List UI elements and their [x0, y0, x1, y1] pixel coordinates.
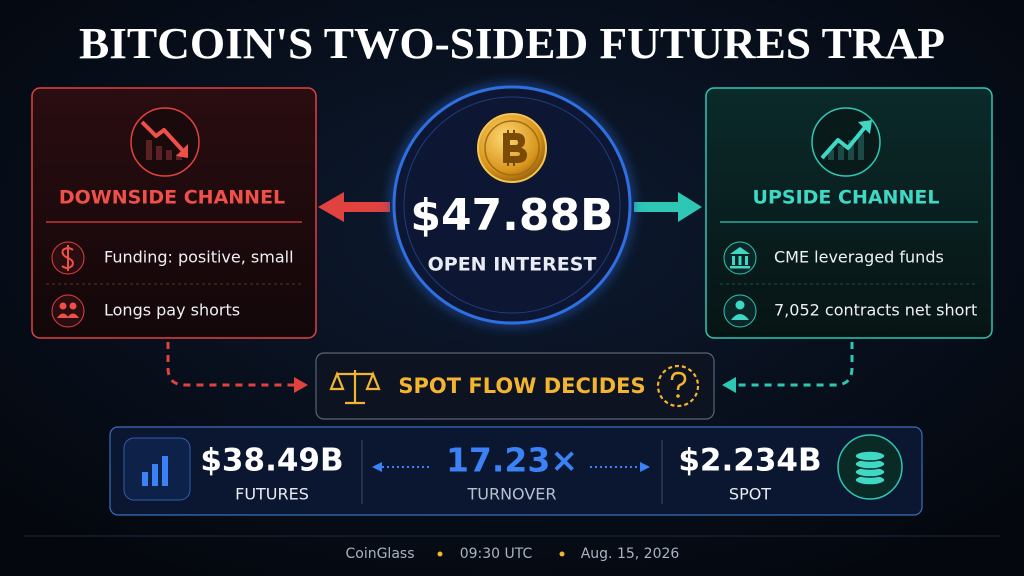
decision-box: SPOT FLOW DECIDES	[315, 352, 715, 420]
icon-ring	[811, 107, 881, 177]
item-text: CME leveraged funds	[774, 248, 944, 267]
question-dot	[676, 394, 680, 398]
footer-source: CoinGlass	[345, 546, 414, 562]
panel-title: UPSIDE CHANNEL	[753, 187, 940, 209]
metric-label: FUTURES	[235, 485, 309, 504]
decision-text: SPOT FLOW DECIDES	[398, 374, 645, 398]
coins-glyph	[854, 450, 886, 486]
oi-label: OPEN INTEREST	[428, 254, 597, 276]
right-arrow	[634, 192, 702, 222]
metric-value: $2.234B	[678, 443, 821, 479]
item-text: Funding: positive, small	[104, 248, 294, 267]
metric-label: SPOT	[729, 485, 771, 504]
footer-time: 09:30 UTC	[460, 546, 533, 562]
arrow-head	[372, 462, 382, 472]
item-text: Longs pay shorts	[104, 301, 240, 320]
metrics-panel: $38.49B FUTURES 17.23× TURNOVER $2.234B …	[109, 426, 923, 516]
panel-title: DOWNSIDE CHANNEL	[59, 187, 285, 209]
dollar-glyph	[61, 245, 74, 271]
person-icon	[723, 294, 757, 328]
question-icon	[656, 364, 700, 408]
footer-date: Aug. 15, 2026	[581, 546, 680, 562]
bank-glyph	[730, 247, 750, 269]
hub-ring	[392, 85, 632, 325]
people-icon	[51, 294, 85, 328]
connector-head	[722, 377, 736, 393]
title: BITCOIN'S TWO-SIDED FUTURES TRAP	[79, 19, 945, 68]
item-text: 7,052 contracts net short	[774, 301, 977, 320]
metrics-frame	[109, 426, 923, 516]
up-chart-icon	[820, 120, 872, 160]
panel-frame	[31, 87, 317, 339]
person-glyph	[731, 300, 749, 320]
open-interest-hub: $47.88B OPEN INTEREST	[392, 85, 632, 325]
arrow-head	[640, 462, 650, 472]
left-arrow	[318, 192, 390, 222]
connector-head	[294, 377, 308, 393]
panel-frame	[705, 87, 993, 339]
metric-label: TURNOVER	[466, 485, 556, 504]
upside-connector	[734, 342, 854, 387]
footer-dot	[437, 551, 443, 557]
bitcoin-glyph	[503, 130, 528, 166]
down-chart-icon	[140, 120, 188, 160]
metric-value: 17.23×	[446, 441, 578, 480]
upside-panel: UPSIDE CHANNEL CME leveraged funds 7,052…	[705, 87, 993, 339]
bars-glyph	[142, 456, 168, 486]
question-glyph	[670, 371, 687, 391]
people-glyph	[57, 302, 79, 318]
scale-icon	[329, 370, 381, 405]
oi-value: $47.88B	[410, 190, 613, 241]
decision-frame	[315, 352, 715, 420]
downside-connector	[166, 342, 296, 387]
footer-dot	[559, 551, 565, 557]
hub-inner-ring	[403, 96, 621, 314]
downside-panel: DOWNSIDE CHANNEL Funding: positive, smal…	[31, 87, 317, 339]
metric-value: $38.49B	[200, 443, 343, 479]
coin-rim	[484, 120, 540, 176]
icon-ring	[130, 107, 200, 177]
